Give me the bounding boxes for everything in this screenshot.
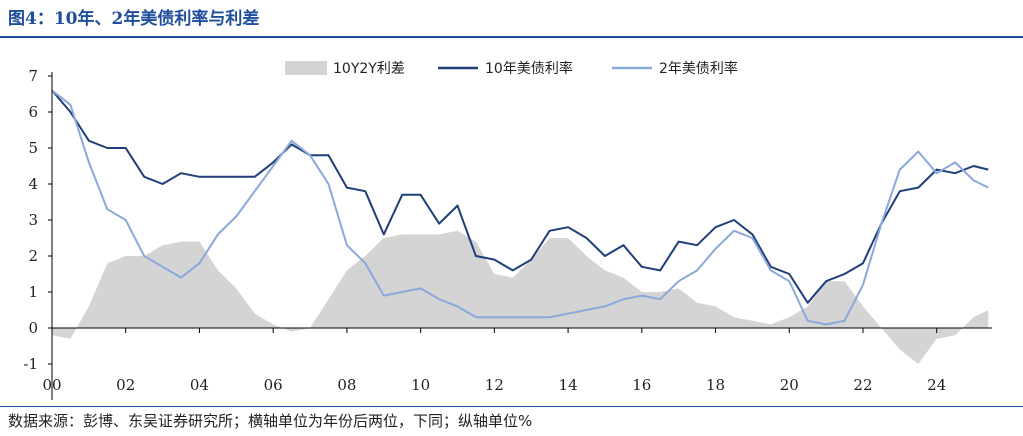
y-tick-label: 5 <box>28 139 38 157</box>
y-tick-label: 3 <box>28 211 38 229</box>
x-tick-label: 02 <box>116 376 135 394</box>
x-tick-label: 20 <box>780 376 799 394</box>
series-line-2y <box>51 89 989 326</box>
x-tick-label: 04 <box>190 376 209 394</box>
top-rule <box>0 36 1023 38</box>
x-tick-label: 00 <box>42 376 61 394</box>
x-tick-label: 12 <box>485 376 504 394</box>
legend-label-10y: 10年美债利率 <box>485 60 573 77</box>
legend: 10Y2Y利差 10年美债利率 2年美债利率 <box>285 60 738 77</box>
x-tick-label: 14 <box>559 376 578 394</box>
x-tick-label: 16 <box>632 376 651 394</box>
x-tick-label: 22 <box>853 376 872 394</box>
series-line-10y <box>51 89 989 304</box>
source-note: 数据来源：彭博、东吴证券研究所；横轴单位为年份后两位，下同；纵轴单位% <box>8 412 533 430</box>
legend-label-spread: 10Y2Y利差 <box>333 61 405 77</box>
x-tick-label: 24 <box>927 376 946 394</box>
chart-title: 图4：10年、2年美债利率与利差 <box>8 9 260 29</box>
y-tick-label: 2 <box>28 247 38 265</box>
y-tick-label: 1 <box>28 283 38 301</box>
legend-swatch-spread <box>285 61 327 75</box>
y-tick-label: -1 <box>23 355 38 373</box>
x-tick-label: 10 <box>411 376 430 394</box>
y-tick-label: 0 <box>28 319 38 337</box>
series-area-spread <box>52 230 989 364</box>
x-tick-label: 06 <box>264 376 283 394</box>
y-tick-label: 7 <box>28 67 38 85</box>
x-tick-label: 08 <box>337 376 356 394</box>
y-tick-label: 6 <box>28 103 38 121</box>
bottom-rule <box>0 406 1023 407</box>
legend-label-2y: 2年美债利率 <box>659 60 738 77</box>
y-tick-label: 4 <box>28 175 38 193</box>
x-tick-label: 18 <box>706 376 725 394</box>
plot-area <box>51 89 989 364</box>
